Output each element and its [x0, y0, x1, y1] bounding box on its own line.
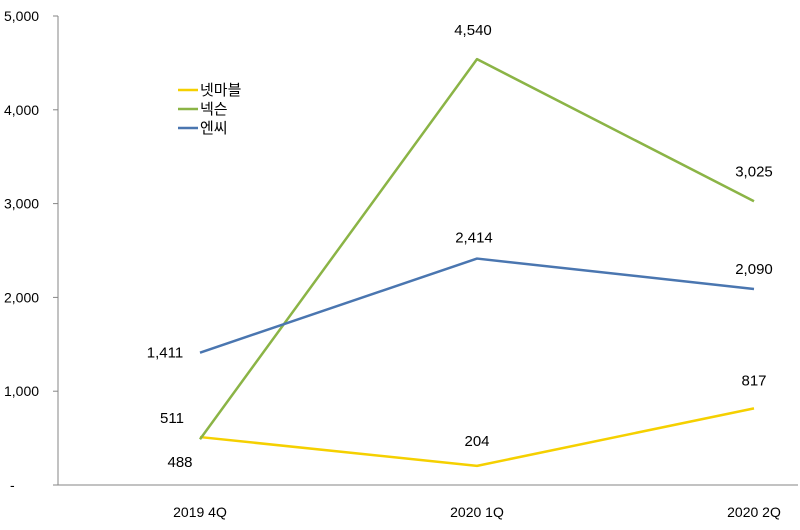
data-label: 1,411 — [147, 345, 183, 362]
y-tick-label: 4,000 — [4, 102, 39, 118]
series-line-1 — [198, 57, 755, 440]
series-lines — [198, 57, 755, 468]
y-tick-label: - — [10, 477, 15, 493]
data-label: 488 — [167, 454, 192, 471]
data-label: 4,540 — [454, 22, 492, 39]
x-tick-label: 2020 2Q — [727, 504, 781, 520]
data-label: 2,414 — [455, 230, 493, 247]
data-label: 511 — [160, 410, 184, 427]
y-tick-label: 3,000 — [4, 196, 39, 212]
y-tick-label: 1,000 — [4, 383, 39, 399]
data-label: 2,090 — [735, 261, 773, 278]
data-label: 3,025 — [735, 163, 773, 180]
data-label: 204 — [464, 433, 489, 450]
data-label: 817 — [741, 372, 766, 389]
y-tick-label: 2,000 — [4, 289, 39, 305]
series-line-0 — [199, 407, 755, 468]
x-tick-label: 2019 4Q — [173, 504, 227, 520]
x-tick-label: 2020 1Q — [450, 504, 504, 520]
legend-label: 엔씨 — [200, 119, 228, 137]
y-tick-label: 5,000 — [4, 8, 39, 24]
axes: - 1,000 2,000 3,000 4,000 5,000 2019 4Q 2020 1Q… — [4, 8, 798, 520]
legend-label: 넥슨 — [200, 100, 228, 118]
legend-label: 넷마블 — [200, 81, 241, 99]
series-line-2 — [199, 257, 755, 354]
data-labels: 511 204 817 488 4,540 3,025 1,411 2,414 2,090 — [147, 22, 773, 471]
